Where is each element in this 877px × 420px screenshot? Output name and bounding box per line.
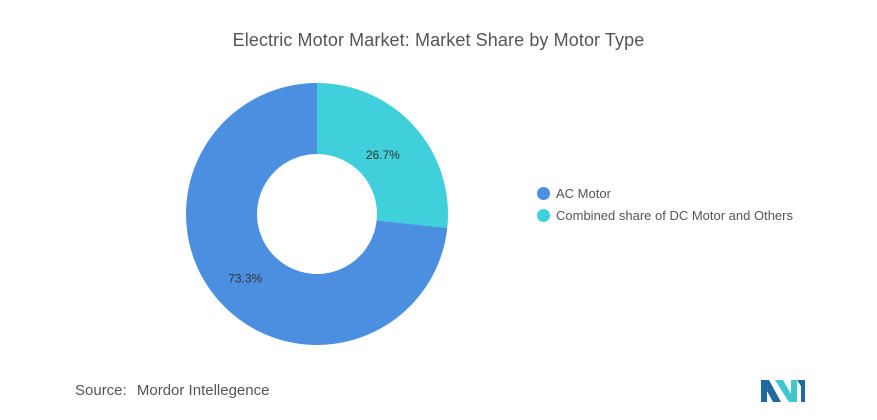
- legend-swatch-dc-motor-others: [537, 208, 550, 222]
- legend-swatch-ac-motor: [537, 186, 550, 200]
- data-labels: 26.7% 73.3%: [228, 148, 400, 286]
- legend-label-dc-motor-others: Combined share of DC Motor and Others: [556, 207, 793, 223]
- source-value: Mordor Intellegence: [136, 382, 270, 399]
- legend: AC Motor Combined share of DC Motor and …: [537, 182, 793, 226]
- source-note: Source: Mordor Intellegence: [75, 382, 269, 399]
- chart-title: Electric Motor Market: Market Share by M…: [232, 30, 645, 50]
- data-label-ac-motor: 73.3%: [228, 271, 262, 285]
- legend-label-ac-motor: AC Motor: [556, 185, 611, 201]
- mordor-intelligence-logo-icon: [761, 380, 805, 402]
- source-label: Source:: [75, 382, 127, 399]
- legend-item-ac-motor[interactable]: AC Motor: [537, 182, 793, 204]
- data-label-dc-motor-others: 26.7%: [366, 148, 400, 162]
- donut-slices: [186, 83, 448, 345]
- legend-item-dc-motor-others[interactable]: Combined share of DC Motor and Others: [537, 204, 793, 226]
- donut-slice-ac-motor[interactable]: [186, 83, 448, 345]
- donut-slice-dc-motor-others[interactable]: [317, 83, 448, 228]
